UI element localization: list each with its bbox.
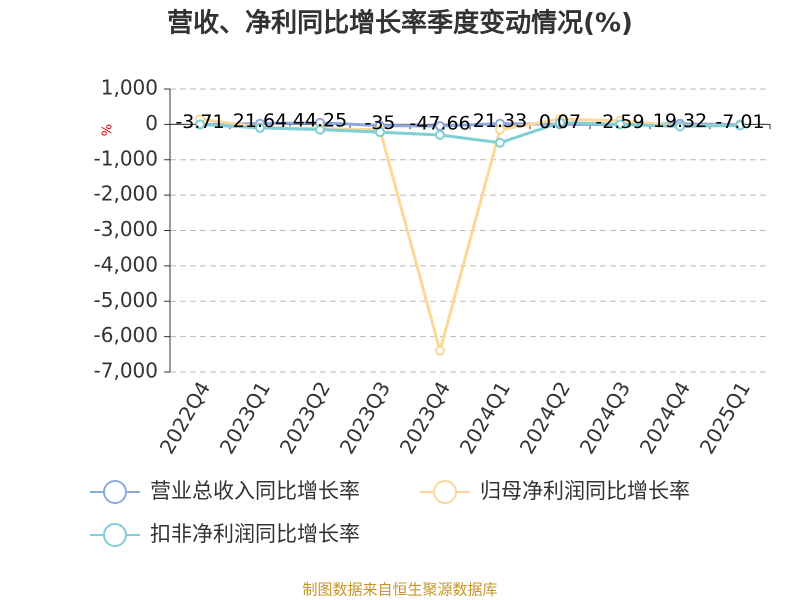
- data-label: -35: [364, 112, 395, 134]
- data-label: 0.07: [539, 111, 581, 133]
- legend-icon: [433, 480, 457, 504]
- legend-icon: [103, 523, 127, 547]
- data-point: [675, 121, 685, 132]
- data-point: [495, 124, 505, 135]
- data-label: 21.64: [233, 110, 287, 132]
- source-note: 制图数据来自恒生聚源数据库: [302, 581, 497, 599]
- data-point: [195, 119, 205, 130]
- data-point: [375, 127, 385, 138]
- y-tick-label: 0: [145, 111, 158, 135]
- data-label: 19.32: [653, 110, 707, 132]
- data-label: -7.01: [715, 111, 764, 133]
- data-point: [435, 345, 445, 356]
- series-line: [199, 121, 741, 145]
- x-tick-label: 2022Q4: [155, 377, 215, 458]
- legend-label: 归母净利润同比增长率: [480, 479, 690, 503]
- data-point: [495, 137, 505, 148]
- data-label: -2.59: [595, 111, 644, 133]
- x-tick-label: 2024Q1: [455, 377, 515, 458]
- y-tick-label: -4,000: [94, 252, 158, 276]
- legend-label: 营业总收入同比增长率: [150, 479, 360, 503]
- x-tick-label: 2023Q4: [395, 377, 455, 458]
- series-line: [199, 117, 741, 357]
- data-point: [735, 120, 745, 131]
- legend-label: 扣非净利润同比增长率: [150, 522, 360, 546]
- x-tick-label: 2024Q4: [635, 377, 695, 458]
- data-label: 44.25: [293, 109, 347, 131]
- data-point: [435, 129, 445, 140]
- data-label: -47.66: [409, 113, 470, 135]
- y-tick-label: -2,000: [94, 182, 158, 206]
- x-tick-label: 2025Q1: [695, 377, 755, 458]
- data-point: [615, 119, 625, 130]
- y-tick-label: -3,000: [94, 217, 158, 241]
- y-tick-label: -5,000: [94, 288, 158, 312]
- y-tick-label: -6,000: [94, 323, 158, 347]
- y-tick-label: -1,000: [94, 146, 158, 170]
- y-tick-label: -7,000: [94, 359, 158, 383]
- chart-title: 营收、净利同比增长率季度变动情况(%): [167, 8, 633, 39]
- x-tick-label: 2024Q2: [515, 377, 575, 458]
- y-axis-label: %: [101, 124, 116, 136]
- data-point: [255, 122, 265, 133]
- x-tick-label: 2023Q1: [215, 377, 275, 458]
- x-tick-label: 2024Q3: [575, 377, 635, 458]
- x-tick-label: 2023Q3: [335, 377, 395, 458]
- data-point: [315, 124, 325, 135]
- y-tick-label: 1,000: [101, 76, 158, 100]
- data-label: -3.71: [175, 111, 224, 133]
- x-tick-label: 2023Q2: [275, 377, 335, 458]
- legend-icon: [103, 480, 127, 504]
- data-point: [555, 117, 565, 128]
- data-label: 21.33: [473, 110, 527, 132]
